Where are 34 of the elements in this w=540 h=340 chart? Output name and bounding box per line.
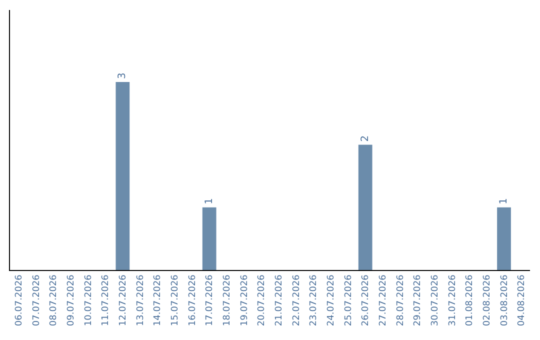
x-tick-label: 25.07.2026	[344, 274, 354, 326]
x-tick-label: 24.07.2026	[326, 274, 337, 326]
x-tick-label: 19.07.2026	[240, 274, 250, 326]
data-label: 1	[204, 198, 215, 204]
x-tick-label: 18.07.2026	[222, 274, 233, 326]
x-tick-label: 29.07.2026	[413, 274, 424, 326]
x-tick-label: 02.08.2026	[482, 274, 493, 326]
data-label: 2	[360, 135, 371, 142]
x-tick-label: 23.07.2026	[309, 274, 320, 326]
x-tick-label: 21.07.2026	[274, 274, 285, 326]
x-tick-label: 30.07.2026	[430, 274, 441, 326]
x-tick-label: 07.07.2026	[32, 274, 42, 326]
x-tick-label: 31.07.2026	[448, 274, 458, 326]
x-tick-label: 10.07.2026	[84, 274, 94, 326]
x-tick-label: 16.07.2026	[188, 274, 198, 326]
x-tick-label: 03.08.2026	[500, 274, 510, 326]
x-tick-label: 09.07.2026	[66, 274, 77, 326]
x-tick-label: 22.07.2026	[292, 274, 302, 326]
x-tick-label: 13.07.2026	[136, 274, 146, 326]
x-tick-label: 14.07.2026	[153, 274, 164, 326]
x-tick-label: 26.07.2026	[361, 274, 372, 326]
x-tick-label: 06.07.2026	[14, 274, 25, 326]
data-label: 1	[498, 198, 510, 204]
x-tick-label: 01.08.2026	[465, 274, 476, 326]
x-tick-label: 17.07.2026	[205, 274, 216, 326]
x-tick-label: 08.07.2026	[49, 274, 60, 326]
x-tick-label: 28.07.2026	[396, 274, 406, 326]
x-tick-label: 12.07.2026	[118, 274, 129, 326]
data-label: 3	[117, 72, 128, 80]
x-tick-label: 27.07.2026	[378, 274, 389, 326]
x-tick-label: 11.07.2026	[101, 274, 112, 326]
x-tick-label: 15.07.2026	[170, 274, 181, 326]
x-tick-label: 04.08.2026	[517, 274, 528, 326]
x-tick-label: 20.07.2026	[257, 274, 268, 326]
